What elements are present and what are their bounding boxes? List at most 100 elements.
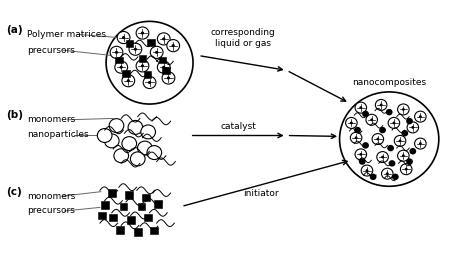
Circle shape — [157, 61, 170, 73]
Circle shape — [141, 31, 144, 35]
Circle shape — [155, 51, 158, 54]
Circle shape — [127, 79, 130, 82]
Circle shape — [167, 40, 180, 52]
Circle shape — [389, 160, 395, 167]
Circle shape — [147, 146, 162, 160]
Bar — [115, 57, 122, 63]
Circle shape — [380, 104, 383, 106]
Circle shape — [106, 21, 193, 104]
Bar — [154, 200, 162, 208]
Bar — [150, 227, 158, 234]
Bar — [122, 70, 129, 77]
Circle shape — [392, 174, 399, 180]
Circle shape — [401, 164, 412, 175]
Circle shape — [386, 109, 392, 115]
Bar — [134, 228, 142, 236]
Circle shape — [143, 76, 156, 89]
Circle shape — [359, 153, 362, 156]
Circle shape — [354, 127, 361, 133]
Circle shape — [150, 46, 163, 59]
Text: initiator: initiator — [243, 189, 278, 198]
Circle shape — [359, 158, 365, 165]
Circle shape — [377, 151, 388, 163]
Circle shape — [406, 118, 413, 124]
Circle shape — [410, 148, 416, 154]
Circle shape — [402, 154, 405, 157]
Circle shape — [381, 156, 384, 159]
Circle shape — [355, 102, 366, 113]
Circle shape — [148, 81, 151, 84]
Circle shape — [401, 130, 408, 137]
Circle shape — [137, 141, 152, 155]
Text: monomers: monomers — [27, 192, 75, 201]
Bar — [108, 189, 116, 197]
Bar — [109, 214, 117, 221]
Circle shape — [122, 137, 137, 151]
Text: precursors: precursors — [27, 207, 74, 215]
Circle shape — [129, 43, 142, 55]
Circle shape — [109, 119, 124, 133]
Circle shape — [157, 33, 170, 45]
Bar — [126, 40, 133, 47]
Circle shape — [115, 51, 118, 54]
Circle shape — [128, 120, 143, 134]
Circle shape — [376, 138, 379, 140]
Bar — [125, 191, 133, 199]
Circle shape — [399, 140, 401, 142]
Circle shape — [411, 126, 414, 129]
Bar — [163, 67, 170, 74]
Bar — [101, 201, 109, 209]
Circle shape — [115, 61, 128, 73]
Circle shape — [415, 138, 426, 149]
Text: catalyst: catalyst — [220, 122, 256, 131]
Circle shape — [362, 111, 369, 117]
Circle shape — [419, 115, 422, 118]
Circle shape — [172, 44, 175, 47]
Circle shape — [122, 75, 135, 87]
Bar — [159, 57, 166, 63]
Bar — [119, 203, 128, 210]
Circle shape — [362, 142, 369, 149]
Bar — [99, 212, 106, 219]
Circle shape — [382, 168, 393, 179]
Circle shape — [402, 108, 405, 111]
Circle shape — [372, 134, 383, 144]
Circle shape — [141, 64, 144, 67]
Circle shape — [162, 66, 165, 69]
Circle shape — [134, 48, 137, 51]
Circle shape — [136, 27, 149, 39]
Circle shape — [388, 117, 400, 128]
Circle shape — [141, 125, 155, 139]
Bar — [116, 226, 124, 234]
Circle shape — [119, 66, 123, 69]
Text: precursors: precursors — [27, 46, 74, 55]
Text: nanoparticles: nanoparticles — [27, 130, 88, 139]
Text: (c): (c) — [6, 187, 22, 197]
Circle shape — [387, 145, 394, 151]
Circle shape — [130, 152, 145, 166]
Text: monomers: monomers — [27, 115, 75, 124]
Text: (a): (a) — [6, 25, 23, 35]
Text: corresponding
liquid or gas: corresponding liquid or gas — [210, 28, 275, 48]
Circle shape — [162, 37, 165, 40]
Circle shape — [394, 136, 406, 146]
Circle shape — [97, 128, 112, 143]
Circle shape — [379, 127, 386, 133]
Circle shape — [350, 132, 362, 143]
Circle shape — [162, 72, 175, 84]
Circle shape — [355, 149, 366, 160]
Bar — [137, 203, 146, 210]
Circle shape — [386, 172, 389, 175]
Bar — [144, 214, 152, 221]
Bar — [147, 38, 155, 46]
Circle shape — [136, 60, 149, 72]
Circle shape — [355, 136, 357, 139]
Bar — [127, 216, 135, 224]
Circle shape — [406, 158, 413, 165]
Circle shape — [366, 114, 377, 125]
Circle shape — [359, 106, 362, 109]
Bar — [144, 71, 151, 78]
Text: Polymer matrices: Polymer matrices — [27, 30, 106, 39]
Circle shape — [398, 104, 409, 115]
Circle shape — [122, 36, 125, 39]
